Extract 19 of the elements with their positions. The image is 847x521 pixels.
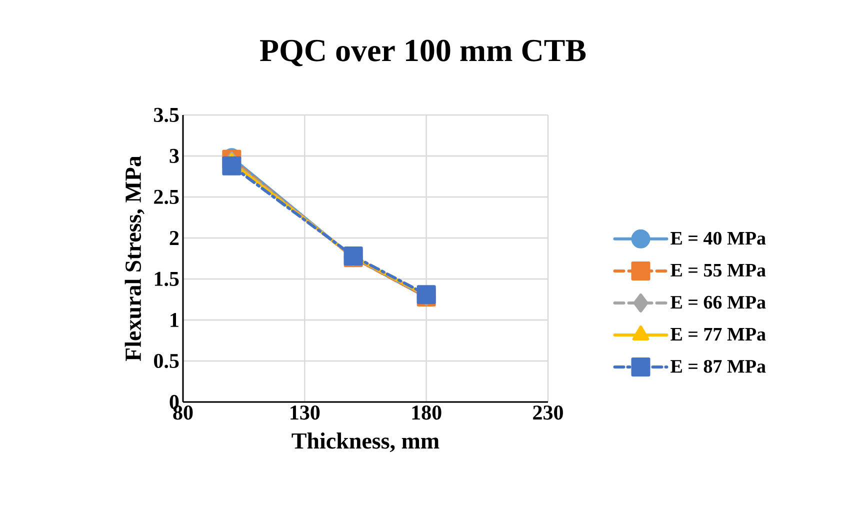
y-tick-label: 3.5 xyxy=(154,108,179,122)
chart-title: PQC over 100 mm CTB xyxy=(260,40,586,66)
x-tick-label: 130 xyxy=(290,406,320,420)
legend-label: E = 87 MPa xyxy=(670,360,766,373)
x-tick-label: 230 xyxy=(533,406,563,420)
legend-label: E = 40 MPa xyxy=(670,232,766,245)
y-tick-label: 3 xyxy=(170,148,179,164)
y-tick-label: 1.5 xyxy=(154,272,179,286)
legend-label: E = 77 MPa xyxy=(670,328,766,341)
legend-label: E = 55 MPa xyxy=(670,264,766,277)
x-axis-title: Thickness, mm xyxy=(292,432,440,452)
y-axis-title: Flexural Stress, MPa xyxy=(124,156,144,362)
point xyxy=(222,156,242,176)
legend-label: E = 66 MPa xyxy=(670,296,766,309)
y-tick-label: 0.5 xyxy=(154,354,179,368)
y-tick-label: 2.5 xyxy=(154,190,179,204)
y-tick-label: 1 xyxy=(170,313,178,327)
x-tick-label: 180 xyxy=(412,406,442,420)
y-tick-label: 2 xyxy=(170,231,179,245)
